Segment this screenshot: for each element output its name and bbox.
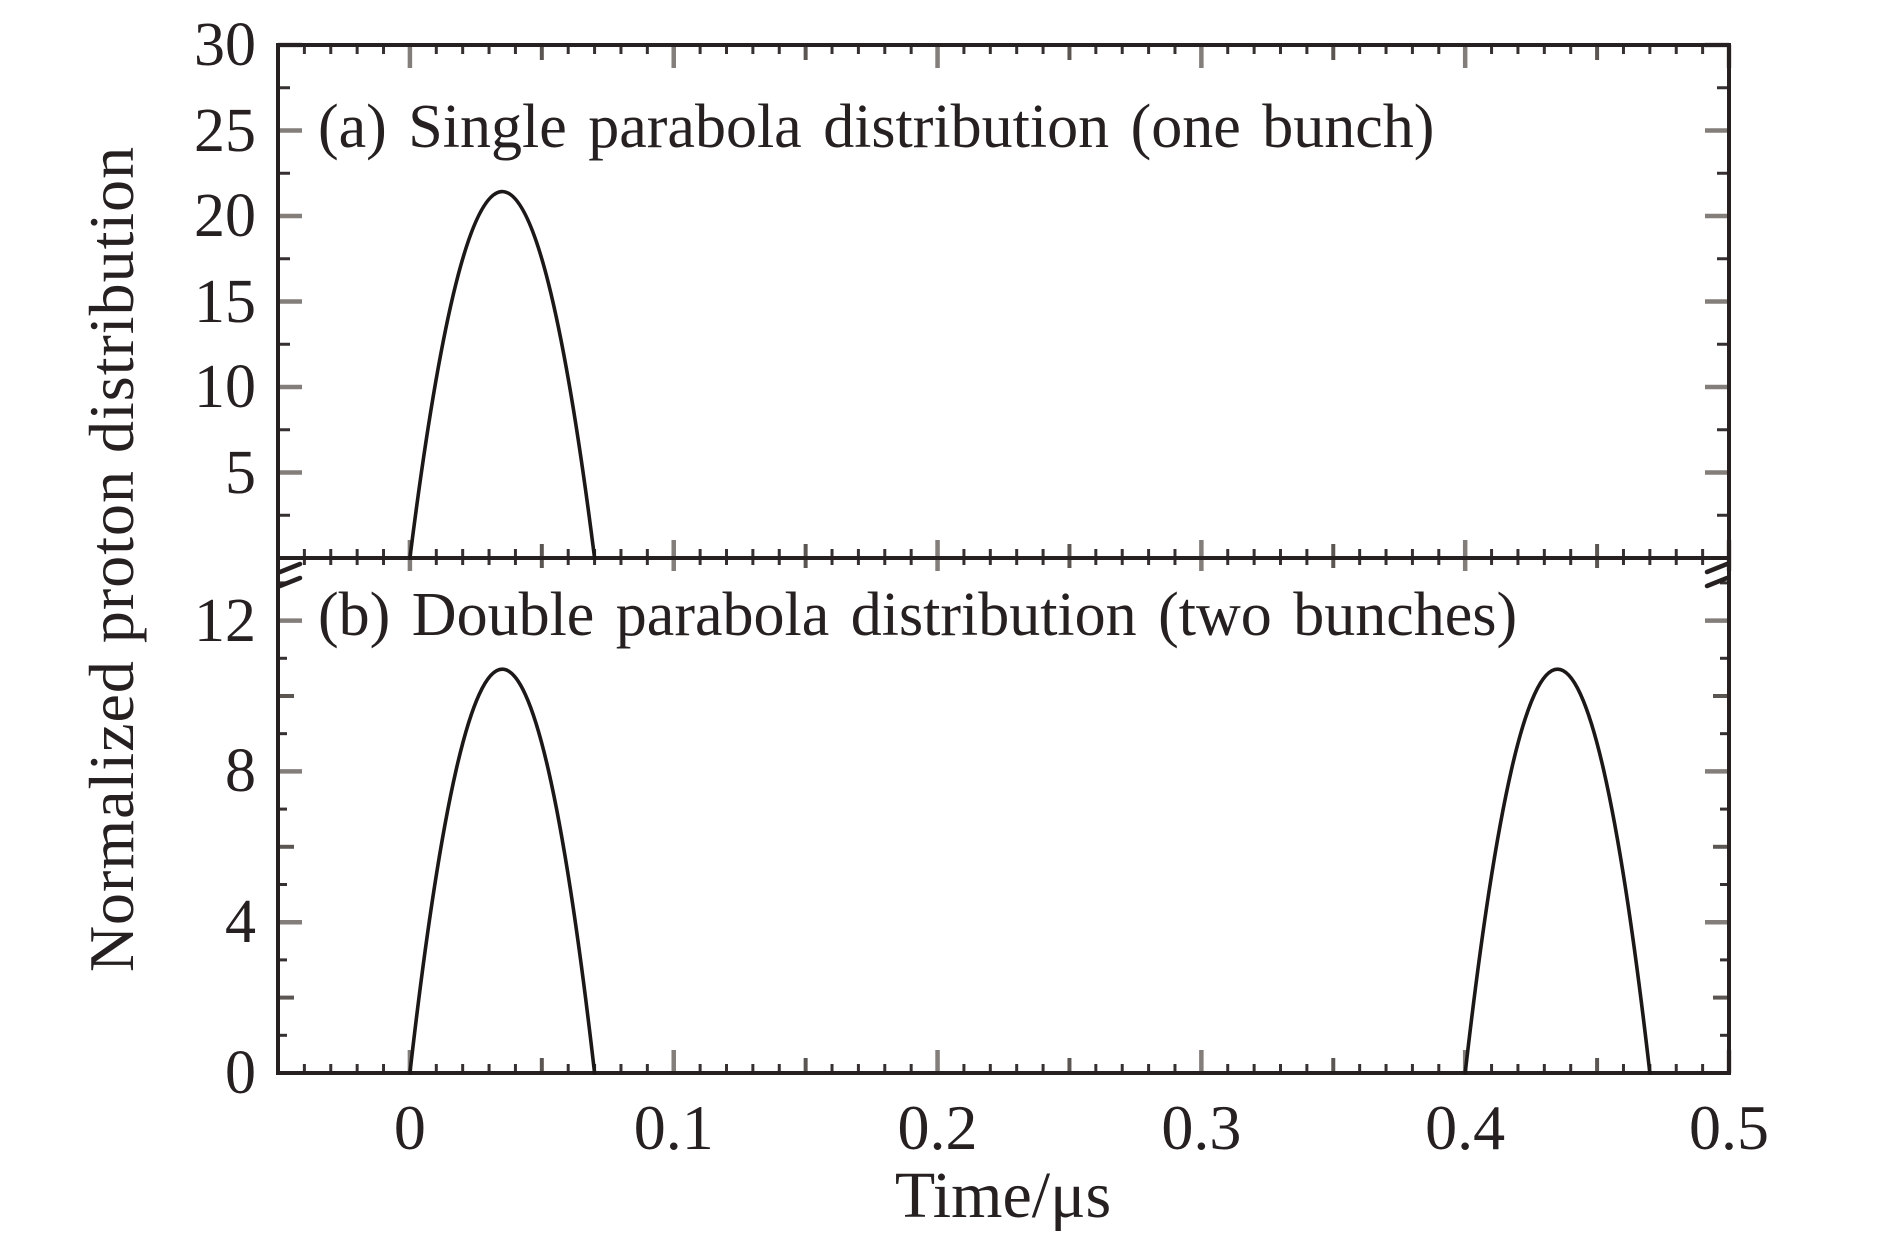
x-tick-label: 0.5 [1689, 1092, 1769, 1163]
panel-a-title: (a) Single parabola distribution (one bu… [318, 93, 1435, 161]
x-tick-label: 0.3 [1161, 1092, 1242, 1163]
panel-b-frame [276, 556, 1731, 1075]
y-tick-label: 12 [194, 586, 256, 655]
x-tick-label: 0 [393, 1092, 426, 1163]
y-tick-label: 20 [194, 182, 256, 250]
parabola-curve-bunch-2 [1463, 667, 1652, 1075]
y-tick-label: 15 [194, 267, 256, 336]
parabola-curve-bunch-1 [408, 190, 597, 560]
y-tick-label: 4 [225, 888, 256, 957]
y-tick-label: 25 [194, 96, 256, 165]
y-tick-label: 30 [194, 11, 256, 79]
panel-b-title: (b) Double parabola distribution (two bu… [318, 581, 1518, 649]
parabola-curve-bunch-1 [408, 667, 597, 1075]
y-axis-label: Normalized proton distribution [76, 145, 147, 973]
y-tick-label: 8 [225, 737, 256, 806]
x-tick-label: 0.2 [897, 1092, 978, 1163]
x-tick-label: 0.4 [1425, 1092, 1506, 1163]
x-tick-label: 0.1 [633, 1092, 714, 1163]
y-tick-label: 10 [194, 353, 256, 421]
x-axis-label: Time/μs [894, 1159, 1112, 1232]
y-tick-label: 0 [225, 1039, 256, 1107]
axis-break-mark [277, 561, 303, 589]
axis-break-mark [1704, 561, 1730, 589]
y-tick-label: 5 [225, 438, 256, 507]
